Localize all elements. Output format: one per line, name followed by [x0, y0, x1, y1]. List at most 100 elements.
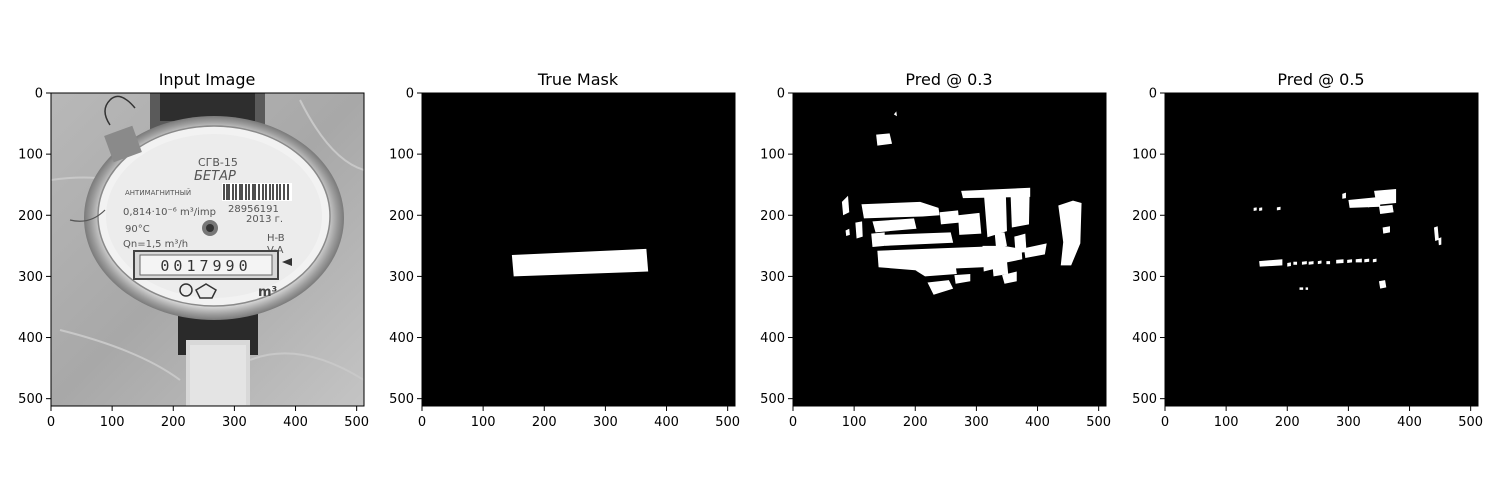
panel-title: Pred @ 0.5: [1277, 70, 1364, 89]
y-tick-label: 300: [760, 270, 785, 285]
meter-pulse: 0,814·10⁻⁶ m³/imp: [123, 207, 216, 218]
mask-region: [1378, 204, 1394, 215]
digit-window: 0017990: [133, 250, 292, 280]
mask-region: [992, 261, 1009, 277]
panel-pred-05: Pred @ 0.5 0 100 200 300 400 500 0 100 200 300 400…: [1132, 70, 1483, 430]
mask-region: [1378, 280, 1387, 289]
mask-region: [1002, 271, 1017, 284]
mask-region: [1301, 261, 1307, 265]
mask-region: [1293, 261, 1298, 265]
panel-input-image: Input Image: [18, 70, 369, 430]
mask-region: [1259, 259, 1283, 267]
x-tick-label: 200: [1275, 415, 1300, 430]
mask-region: [883, 232, 954, 246]
y-tick-label: 400: [760, 331, 785, 346]
mask-region: [841, 195, 850, 216]
y-tick-label: 0: [1149, 87, 1157, 102]
y-tick-label: 300: [18, 270, 43, 285]
mask-region: [1058, 200, 1082, 266]
y-tick-label: 0: [35, 87, 43, 102]
x-tick-label: 500: [715, 415, 740, 430]
y-tick-label: 0: [406, 87, 414, 102]
mask-region: [983, 190, 1007, 238]
y-tick-label: 500: [1132, 392, 1157, 407]
mask-region: [1342, 192, 1346, 199]
x-tick-label: 300: [1336, 415, 1361, 430]
mask-region: [1372, 258, 1377, 263]
y-tick-label: 300: [389, 270, 414, 285]
mask-region: [1317, 260, 1322, 265]
meter-antimagnetic: АНТИМАГНИТНЫЙ: [125, 188, 191, 197]
mask-region: [1366, 198, 1375, 208]
y-tick-label: 500: [760, 392, 785, 407]
meter-temp: 90°C: [125, 224, 150, 235]
x-tick-label: 100: [842, 415, 867, 430]
axis-ticks: 0 100 200 300 400 500 0 100 200 300 400 500: [1132, 87, 1483, 431]
mask-region: [954, 273, 971, 284]
x-tick-label: 300: [964, 415, 989, 430]
x-tick-label: 100: [100, 415, 125, 430]
y-tick-label: 0: [777, 87, 785, 102]
mask-region: [1336, 259, 1344, 264]
meter-class-h: H-B: [267, 233, 285, 244]
x-tick-label: 400: [1025, 415, 1050, 430]
x-tick-label: 200: [161, 415, 186, 430]
mask-region: [1259, 207, 1263, 211]
mask-regions: [511, 248, 649, 277]
mask-region: [1355, 258, 1362, 263]
y-tick-label: 400: [1132, 331, 1157, 346]
mask-region: [1024, 243, 1047, 259]
y-tick-label: 500: [389, 392, 414, 407]
x-tick-label: 300: [593, 415, 618, 430]
panel-true-mask: True Mask 0 100 200 300 400 500 0 100 200 300 400 5…: [389, 70, 740, 430]
mask-region: [1374, 188, 1397, 205]
y-tick-label: 100: [18, 148, 43, 163]
x-tick-label: 100: [1214, 415, 1239, 430]
mask-region: [939, 210, 960, 225]
mask-region: [994, 232, 1007, 248]
mask-region: [1010, 193, 1030, 228]
mask-region: [1438, 237, 1442, 246]
mask-region: [872, 218, 917, 233]
cert-logo-icon: [179, 283, 193, 297]
barcode-icon: [222, 183, 292, 201]
axis-ticks: 0 100 200 300 400 500 0 100 200 300 400 500: [389, 87, 740, 431]
y-tick-label: 200: [18, 209, 43, 224]
meter-flow: Qn=1,5 m³/h: [123, 239, 188, 250]
pentagon-logo-icon: [195, 283, 217, 299]
y-tick-label: 200: [1132, 209, 1157, 224]
mask-region: [1014, 233, 1027, 254]
mask-region: [1308, 261, 1314, 265]
y-tick-label: 100: [1132, 148, 1157, 163]
x-tick-label: 400: [654, 415, 679, 430]
mask-region: [1305, 287, 1309, 290]
mask-region: [893, 111, 897, 117]
x-tick-label: 100: [471, 415, 496, 430]
y-tick-label: 100: [389, 148, 414, 163]
panel-title: True Mask: [537, 70, 619, 89]
y-tick-label: 500: [18, 392, 43, 407]
x-tick-label: 0: [47, 415, 55, 430]
mask-region: [1253, 207, 1257, 211]
meter-reading: 0017990: [160, 257, 251, 275]
input-photo: СГВ-15 БЕТАР АНТИМАГНИТНЫЙ 0,814·10⁻⁶ m³…: [51, 93, 364, 406]
mask-region: [1276, 206, 1281, 211]
mask-regions: [841, 111, 1082, 295]
mask-region: [876, 133, 893, 146]
y-tick-label: 400: [389, 331, 414, 346]
mask-region: [855, 221, 863, 239]
mask-region: [861, 201, 940, 219]
y-tick-label: 400: [18, 331, 43, 346]
x-tick-label: 200: [532, 415, 557, 430]
mask-region: [1287, 262, 1291, 267]
mask-region: [1299, 287, 1304, 290]
mask-region: [927, 280, 954, 295]
panel-pred-03: Pred @ 0.3 0 100 200 300 400 500 0 100 200 300 400…: [760, 70, 1111, 430]
mask-region: [1382, 226, 1390, 234]
mask-region: [871, 232, 885, 248]
meter-year: 2013 г.: [246, 214, 283, 225]
mask-region: [1364, 258, 1370, 263]
x-tick-label: 300: [222, 415, 247, 430]
y-tick-label: 200: [389, 209, 414, 224]
